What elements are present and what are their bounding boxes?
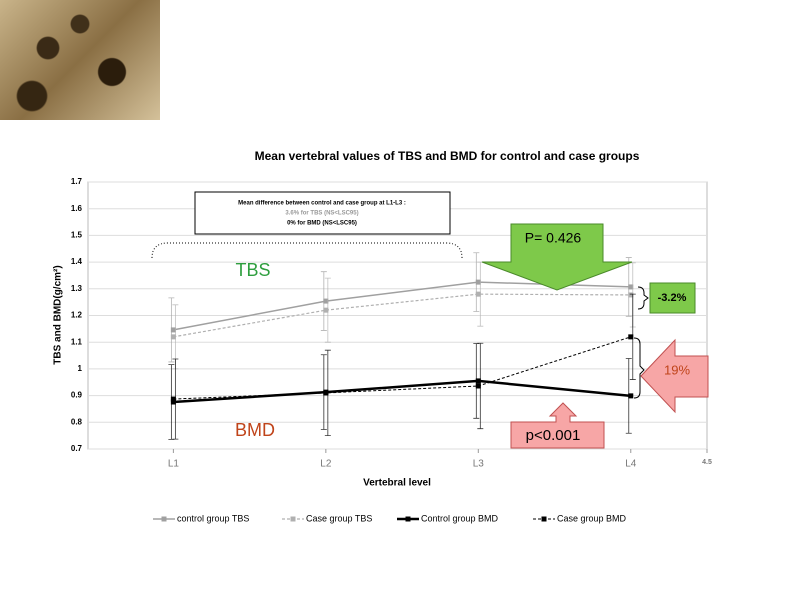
point [628, 334, 634, 340]
y-tick-label: 1.3 [71, 284, 83, 293]
series-line [173, 379, 631, 404]
y-tick-label: 1.5 [71, 231, 83, 240]
legend-marker [290, 516, 296, 522]
note-line: Mean difference between control and case… [238, 201, 406, 207]
y-tick-label: 1.1 [71, 337, 83, 346]
bracket [637, 286, 649, 310]
callout-green [481, 223, 633, 291]
legend-marker [161, 516, 167, 522]
y-tick-label: 0.7 [71, 444, 83, 453]
point [475, 378, 481, 384]
legend-label: Case group BMD [557, 513, 627, 523]
point [170, 327, 176, 333]
note-box [194, 191, 451, 235]
point [475, 291, 481, 297]
p-value-tbs: P= 0.426 [525, 230, 582, 246]
legend-label: Control group BMD [421, 513, 499, 523]
point [628, 284, 634, 290]
point [475, 279, 481, 285]
y-tick-label: 1.4 [71, 257, 83, 266]
bmd-label: BMD [235, 420, 275, 440]
x-tick-label: L4 [625, 459, 637, 470]
point [323, 390, 329, 396]
point [170, 396, 176, 402]
legend-marker [541, 516, 547, 522]
p-value-bmd: p<0.001 [526, 427, 581, 444]
legend-label: Case group TBS [306, 513, 372, 523]
y-tick-label: 0.9 [71, 391, 83, 400]
x-tick-label: L2 [320, 459, 332, 470]
series-line [173, 336, 631, 400]
series-line [173, 293, 631, 338]
point [628, 393, 634, 399]
point [323, 298, 329, 304]
y-tick-label: 0.8 [71, 417, 83, 426]
x-tick-label: L1 [168, 459, 180, 470]
point [170, 399, 176, 405]
y-tick-label: 1.7 [71, 177, 83, 186]
callout-green-small [649, 282, 696, 314]
bone-image [0, 0, 160, 120]
y-axis-label: TBS and BMD(g/cm²) [53, 265, 64, 364]
note-line: 3.6% for TBS (NS<LSC95) [285, 211, 358, 217]
bmd-difference: 19% [664, 362, 690, 377]
point [323, 307, 329, 313]
legend-marker [405, 516, 411, 522]
x-tick-label: 4.5 [702, 459, 712, 466]
tbs-difference: -3.2% [658, 292, 687, 304]
chart-title: Mean vertebral values of TBS and BMD for… [255, 149, 640, 163]
note-line: 0% for BMD (NS<LSC95) [287, 221, 357, 227]
x-tick-label: L3 [473, 459, 485, 470]
point [170, 334, 176, 340]
legend: control group TBS Case group TBS Control g… [153, 513, 627, 523]
arrow-pink [640, 338, 709, 414]
point [628, 292, 634, 298]
legend-label: control group TBS [177, 513, 249, 523]
callout-pink [510, 402, 605, 449]
y-tick-label: 1 [78, 364, 83, 373]
y-tick-label: 1.6 [71, 204, 83, 213]
bracket [633, 337, 645, 399]
y-tick-label: 1.2 [71, 311, 83, 320]
x-axis-label: Vertebral level [363, 478, 431, 489]
point [475, 383, 481, 389]
tbs-label: TBS [235, 260, 270, 280]
